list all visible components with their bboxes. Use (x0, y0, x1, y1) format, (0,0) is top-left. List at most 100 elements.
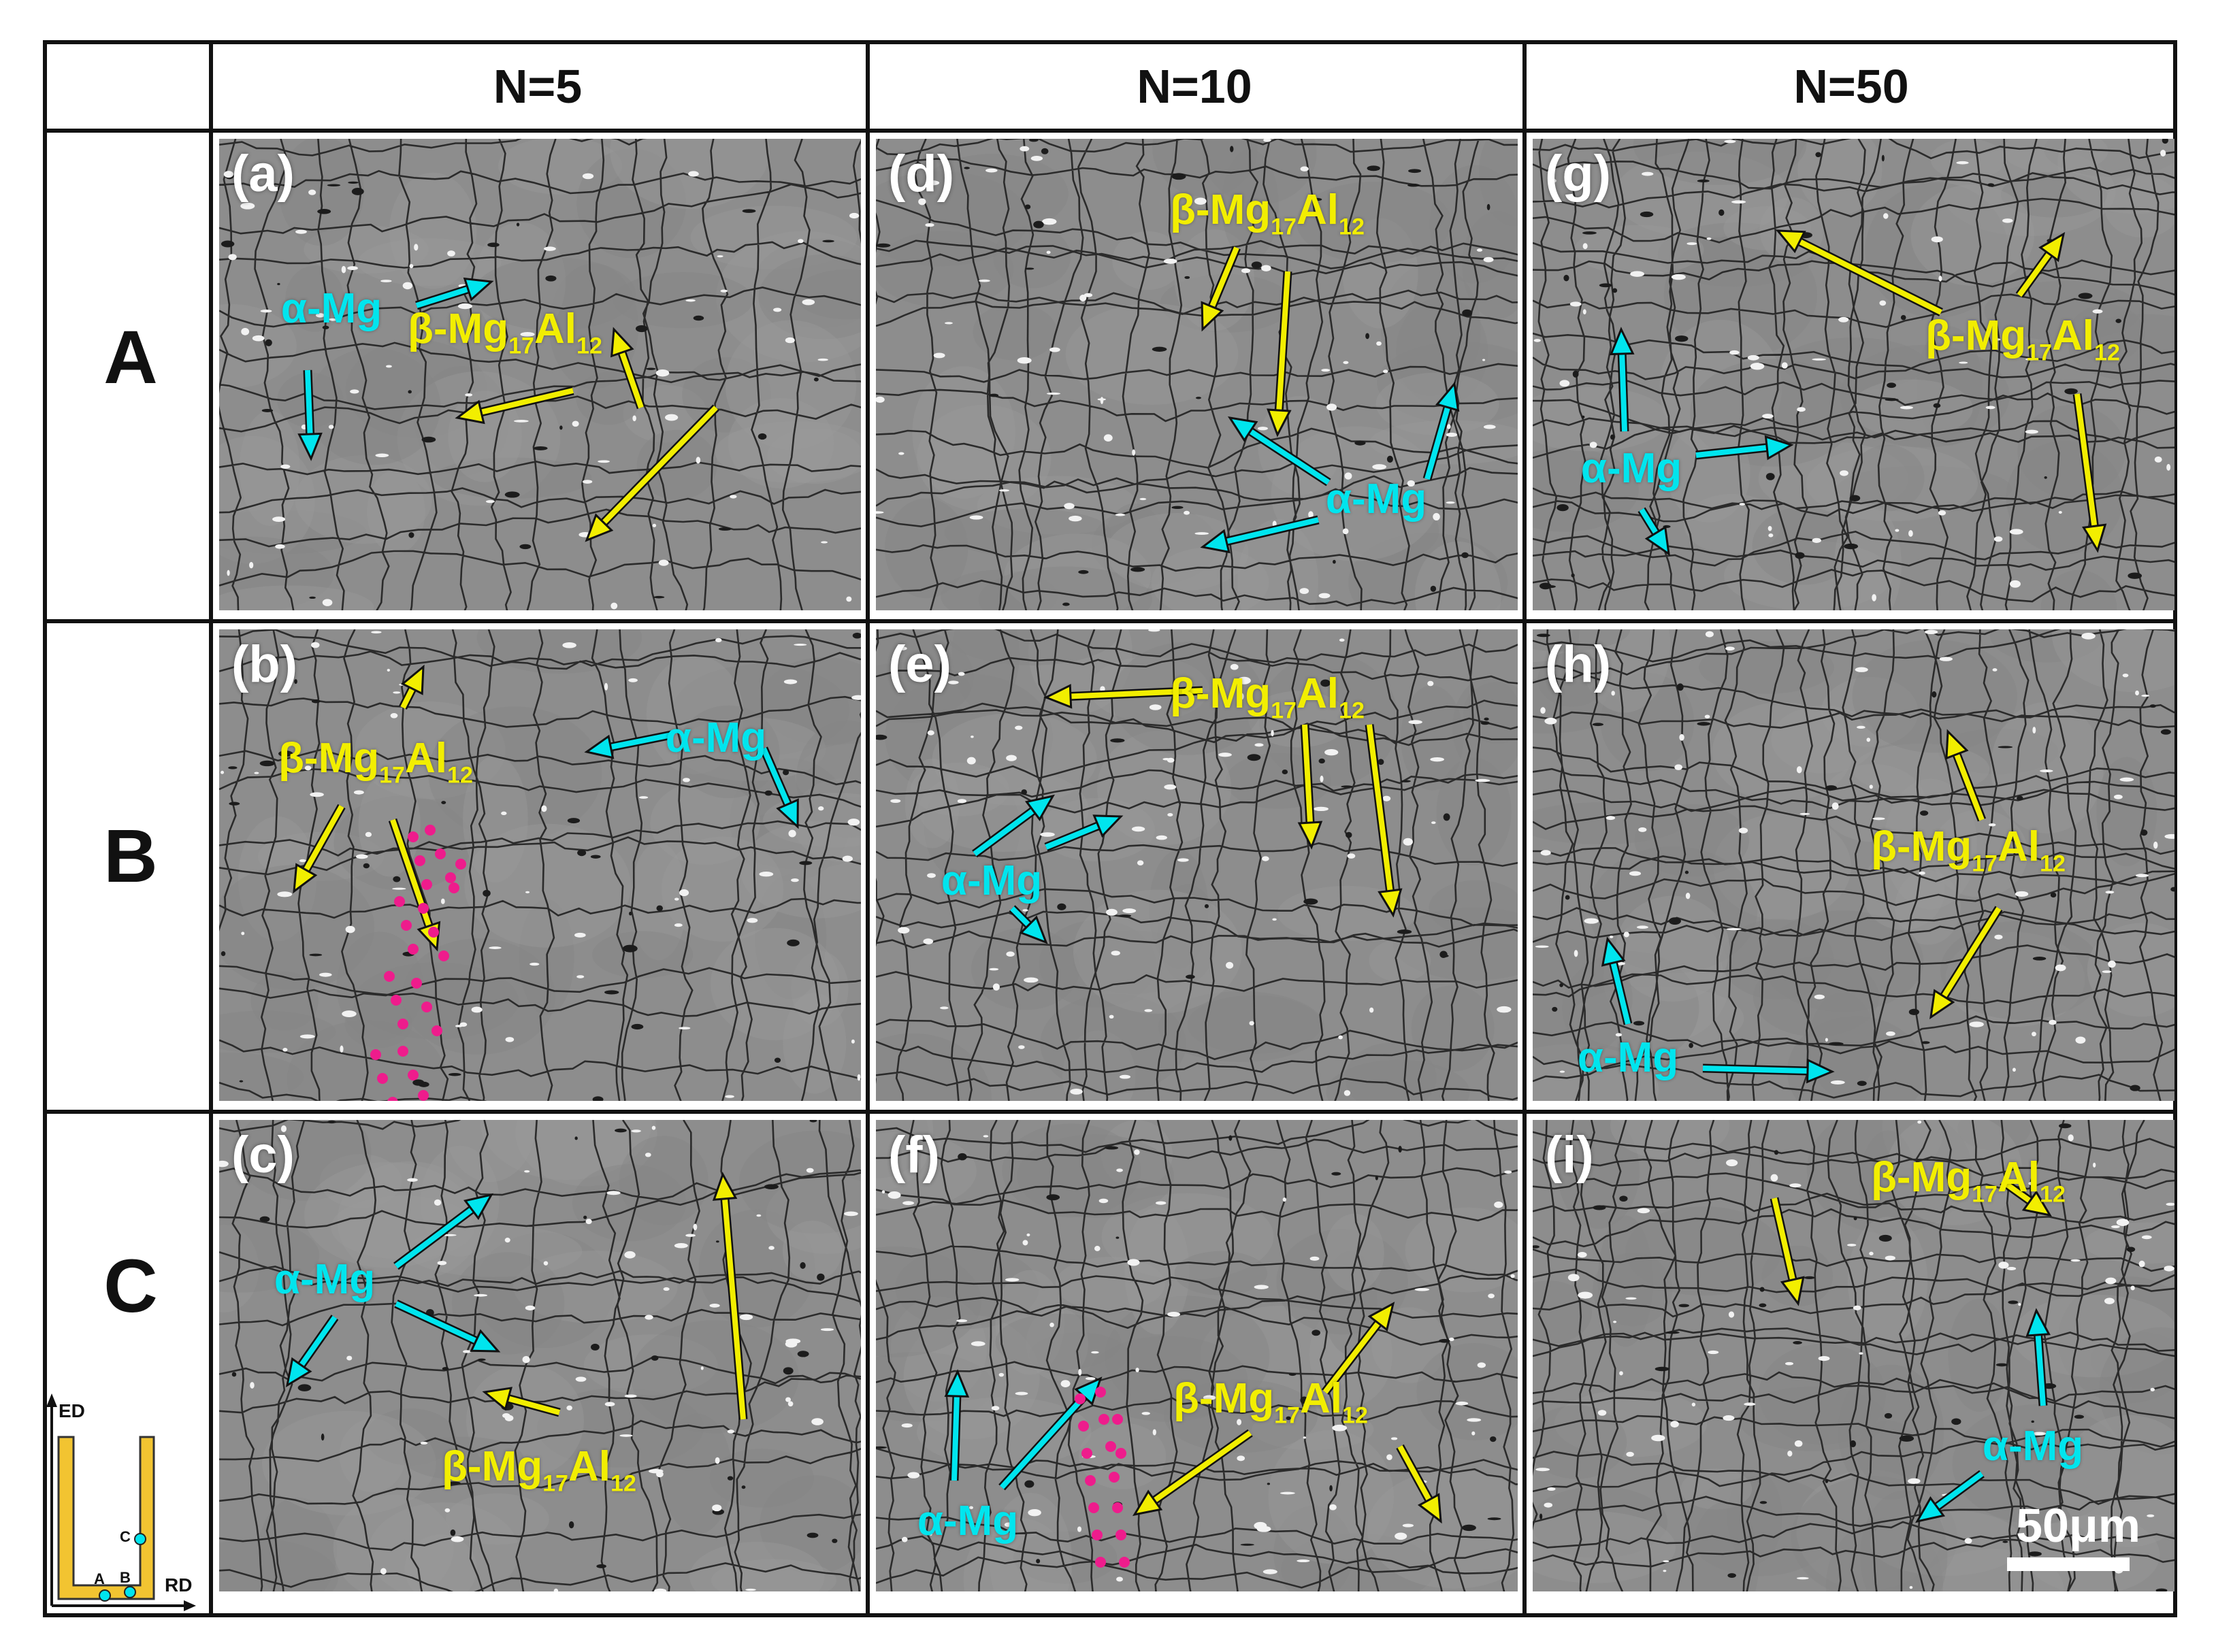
boundary-marker-dot (1109, 1472, 1120, 1483)
beta-arrow-head (2081, 523, 2107, 553)
sem-panel-c: (c) α-Mg β-Mg17Al12 (219, 1120, 861, 1591)
beta-label-beta-sub2: 12 (2040, 1181, 2066, 1208)
beta-label-beta-main: β-Mg (1170, 670, 1271, 717)
sem-micrograph (219, 1120, 861, 1591)
alpha-arrow-shaft (1695, 444, 1767, 458)
beta-phase-label: β-Mg17Al12 (1925, 312, 2120, 365)
column-header-n5: N=5 (493, 60, 583, 113)
boundary-marker-dot (1119, 1557, 1130, 1568)
panel-letter: (e) (888, 635, 951, 693)
beta-label-beta-sub2: 12 (1339, 214, 1365, 240)
beta-label-beta-sub1: 17 (1972, 1181, 1998, 1208)
beta-arrow-head (1267, 408, 1292, 437)
beta-arrow-shaft (304, 805, 344, 872)
alpha-arrow-head (297, 432, 323, 461)
beta-arrow-shaft (1070, 688, 1203, 699)
boundary-marker-dot (418, 1090, 429, 1101)
alpha-arrow-shaft (299, 1315, 338, 1367)
boundary-marker-dot (418, 903, 429, 914)
alpha-arrow-head (776, 798, 799, 829)
beta-arrow-head (1780, 1276, 1805, 1306)
beta-phase-label: β-Mg17Al12 (1173, 1378, 1368, 1427)
alpha-arrow-shaft (1619, 353, 1627, 432)
beta-phase-label: β-Mg17Al12 (408, 305, 602, 358)
alpha-arrow-head (1644, 525, 1670, 557)
boundary-marker-dot (449, 882, 459, 893)
sem-panel-b: (b) α-Mg β-Mg17Al12 (219, 629, 861, 1101)
alpha-arrow-head (1601, 936, 1626, 967)
sem-panel-a: (a) α-Mg β-Mg17Al12 (219, 139, 861, 610)
beta-arrow-shaft (1209, 246, 1239, 308)
boundary-marker-dot (435, 848, 446, 859)
alpha-arrow-head (463, 277, 494, 301)
beta-label-beta-main: β-Mg (408, 305, 509, 352)
boundary-marker-dot (394, 896, 405, 907)
sem-micrograph (876, 1120, 1518, 1591)
beta-label-beta-sub2: 12 (2094, 340, 2120, 366)
beta-arrow-head (1297, 821, 1323, 850)
panel-letter: (c) (231, 1126, 295, 1184)
boundary-marker-dot (408, 831, 419, 842)
beta-arrow-head (1945, 729, 1969, 760)
beta-arrow-shaft (722, 1198, 746, 1420)
beta-arrow-shaft (1367, 724, 1393, 891)
beta-label-beta-sub1: 17 (508, 333, 535, 359)
alpha-arrow-shaft (1000, 1394, 1086, 1489)
alpha-arrow-head (944, 1369, 970, 1398)
sem-micrograph (219, 629, 861, 1101)
schematic-rd-label: RD (165, 1574, 193, 1596)
beta-label-beta-sub1: 17 (2026, 340, 2053, 366)
beta-label-beta-sub2: 12 (1342, 1402, 1368, 1429)
beta-arrow-head (1132, 1489, 1163, 1517)
beta-arrow-head (610, 327, 634, 358)
boundary-marker-dot (1088, 1502, 1099, 1513)
beta-label-beta-al: Al (1998, 823, 2040, 870)
boundary-marker-dot (408, 944, 419, 955)
beta-label-beta-al: Al (534, 305, 577, 352)
beta-arrow-head (1775, 229, 1806, 254)
alpha-arrow-shaft (305, 369, 313, 435)
boundary-marker-dot (445, 872, 456, 883)
alpha-arrow-head (1764, 435, 1794, 461)
beta-label-beta-sub1: 17 (1271, 697, 1297, 724)
beta-arrow-shaft (2074, 393, 2098, 527)
beta-arrow-head (712, 1172, 738, 1201)
beta-label-beta-sub1: 17 (1972, 850, 1998, 877)
beta-arrow-shaft (1153, 1430, 1252, 1503)
boundary-marker-dot (1095, 1387, 1106, 1398)
row-header-b: B (103, 814, 158, 898)
beta-label-beta-sub2: 12 (576, 333, 602, 359)
panel-letter: (a) (231, 145, 295, 203)
boundary-marker-dot (421, 879, 432, 890)
beta-arrow-shaft (619, 351, 644, 409)
boundary-marker-dot (401, 920, 412, 931)
boundary-marker-dot (421, 1002, 432, 1012)
alpha-arrow-head (1019, 915, 1048, 944)
boundary-marker-dot (438, 951, 449, 961)
boundary-marker-dot (425, 825, 436, 836)
boundary-marker-dot (1085, 1475, 1096, 1486)
boundary-marker-dot (1081, 1448, 1092, 1459)
beta-label-beta-sub2: 12 (610, 1470, 636, 1497)
alpha-mg-label: α-Mg (1325, 476, 1427, 523)
alpha-arrow-head (1915, 1496, 1946, 1523)
beta-arrow-head (1201, 301, 1224, 332)
boundary-marker-dot (408, 1070, 419, 1080)
boundary-marker-dot (391, 995, 402, 1006)
alpha-arrow-shaft (951, 1395, 960, 1481)
boundary-marker-dot (1115, 1448, 1126, 1459)
sem-panel-e: (e) β-Mg17Al12 α-Mg (876, 629, 1518, 1101)
sem-micrograph (1533, 629, 2174, 1101)
beta-arrow-shaft (2000, 1178, 2032, 1204)
extrusion-schematic: ED RD A B C (45, 1388, 211, 1615)
boundary-marker-dot (1115, 1530, 1126, 1540)
alpha-mg-label: α-Mg (941, 857, 1043, 904)
beta-arrow-shaft (1772, 1197, 1795, 1281)
alpha-arrow-shaft (2035, 1334, 2046, 1406)
alpha-arrow-shaft (415, 286, 469, 308)
alpha-arrow-shaft (1045, 823, 1100, 850)
beta-label-beta-al: Al (2052, 312, 2095, 359)
alpha-mg-label: α-Mg (1577, 1034, 1679, 1081)
alpha-arrow-shaft (761, 747, 791, 806)
panel-letter: (h) (1545, 635, 1612, 693)
